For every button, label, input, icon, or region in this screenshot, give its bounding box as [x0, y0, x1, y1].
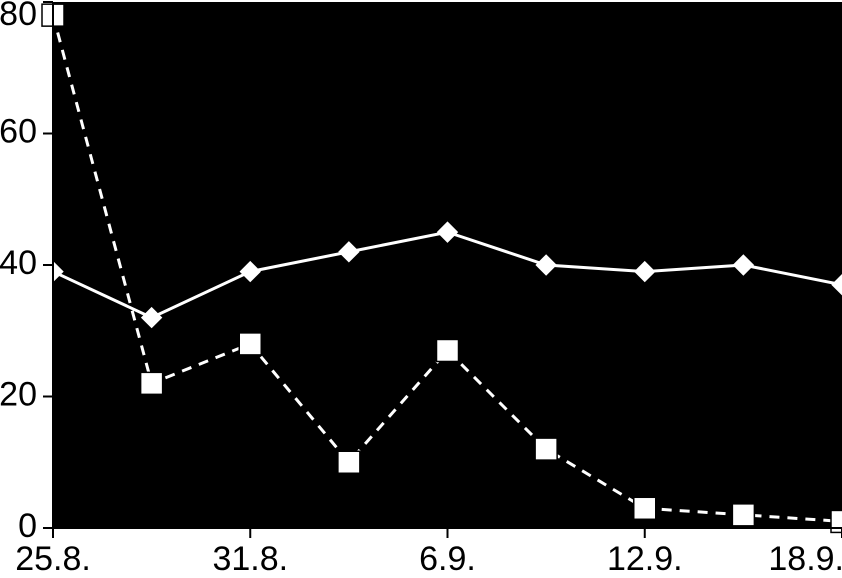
marker-square — [535, 438, 557, 460]
y-tick-label: 60 — [0, 112, 37, 150]
marker-square — [831, 510, 842, 532]
marker-square — [239, 333, 261, 355]
x-tick-label: 18.9. — [768, 540, 842, 578]
marker-square — [732, 504, 754, 526]
chart-svg: 02040608025.8.31.8.6.9.12.9.18.9. — [0, 0, 842, 578]
marker-square — [634, 497, 656, 519]
line-chart: 02040608025.8.31.8.6.9.12.9.18.9. — [0, 0, 842, 578]
y-tick-label: 40 — [0, 244, 37, 282]
x-tick-label: 31.8. — [212, 540, 288, 578]
x-tick-label: 25.8. — [15, 540, 91, 578]
marker-square — [437, 339, 459, 361]
y-tick-label: 20 — [0, 375, 37, 413]
x-tick-label: 6.9. — [419, 540, 476, 578]
marker-square — [141, 372, 163, 394]
x-tick-label: 12.9. — [607, 540, 683, 578]
marker-square — [338, 451, 360, 473]
y-tick-label: 80 — [0, 0, 37, 33]
